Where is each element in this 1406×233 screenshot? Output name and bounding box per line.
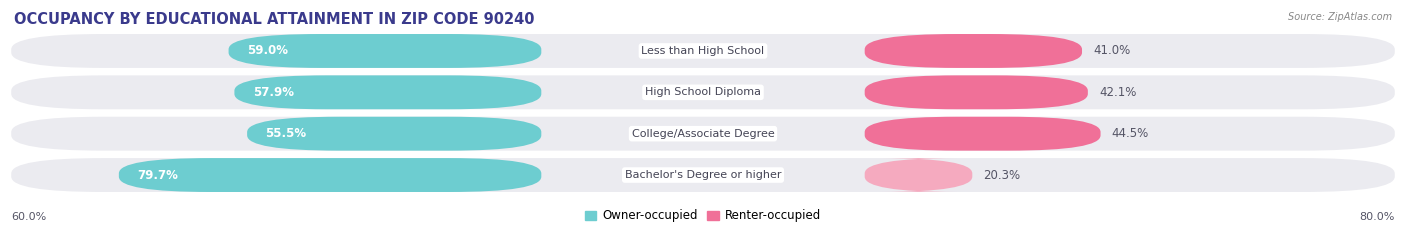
FancyBboxPatch shape: [229, 34, 541, 68]
Text: 20.3%: 20.3%: [984, 168, 1021, 182]
Text: Bachelor's Degree or higher: Bachelor's Degree or higher: [624, 170, 782, 180]
Text: Less than High School: Less than High School: [641, 46, 765, 56]
FancyBboxPatch shape: [235, 75, 541, 109]
Text: 60.0%: 60.0%: [11, 212, 46, 222]
Text: High School Diploma: High School Diploma: [645, 87, 761, 97]
Text: 42.1%: 42.1%: [1099, 86, 1136, 99]
Text: 59.0%: 59.0%: [247, 45, 288, 58]
FancyBboxPatch shape: [247, 117, 541, 151]
FancyBboxPatch shape: [11, 117, 1395, 151]
Text: Source: ZipAtlas.com: Source: ZipAtlas.com: [1288, 12, 1392, 22]
FancyBboxPatch shape: [865, 158, 973, 192]
FancyBboxPatch shape: [865, 117, 1101, 151]
Text: 79.7%: 79.7%: [138, 168, 179, 182]
Text: 55.5%: 55.5%: [266, 127, 307, 140]
FancyBboxPatch shape: [120, 158, 541, 192]
FancyBboxPatch shape: [11, 75, 1395, 109]
Text: 44.5%: 44.5%: [1112, 127, 1149, 140]
Legend: Owner-occupied, Renter-occupied: Owner-occupied, Renter-occupied: [579, 205, 827, 227]
Text: 80.0%: 80.0%: [1360, 212, 1395, 222]
FancyBboxPatch shape: [865, 34, 1083, 68]
FancyBboxPatch shape: [11, 158, 1395, 192]
Text: 41.0%: 41.0%: [1094, 45, 1130, 58]
Text: College/Associate Degree: College/Associate Degree: [631, 129, 775, 139]
Text: 57.9%: 57.9%: [253, 86, 294, 99]
FancyBboxPatch shape: [11, 34, 1395, 68]
Text: OCCUPANCY BY EDUCATIONAL ATTAINMENT IN ZIP CODE 90240: OCCUPANCY BY EDUCATIONAL ATTAINMENT IN Z…: [14, 12, 534, 27]
FancyBboxPatch shape: [865, 75, 1088, 109]
